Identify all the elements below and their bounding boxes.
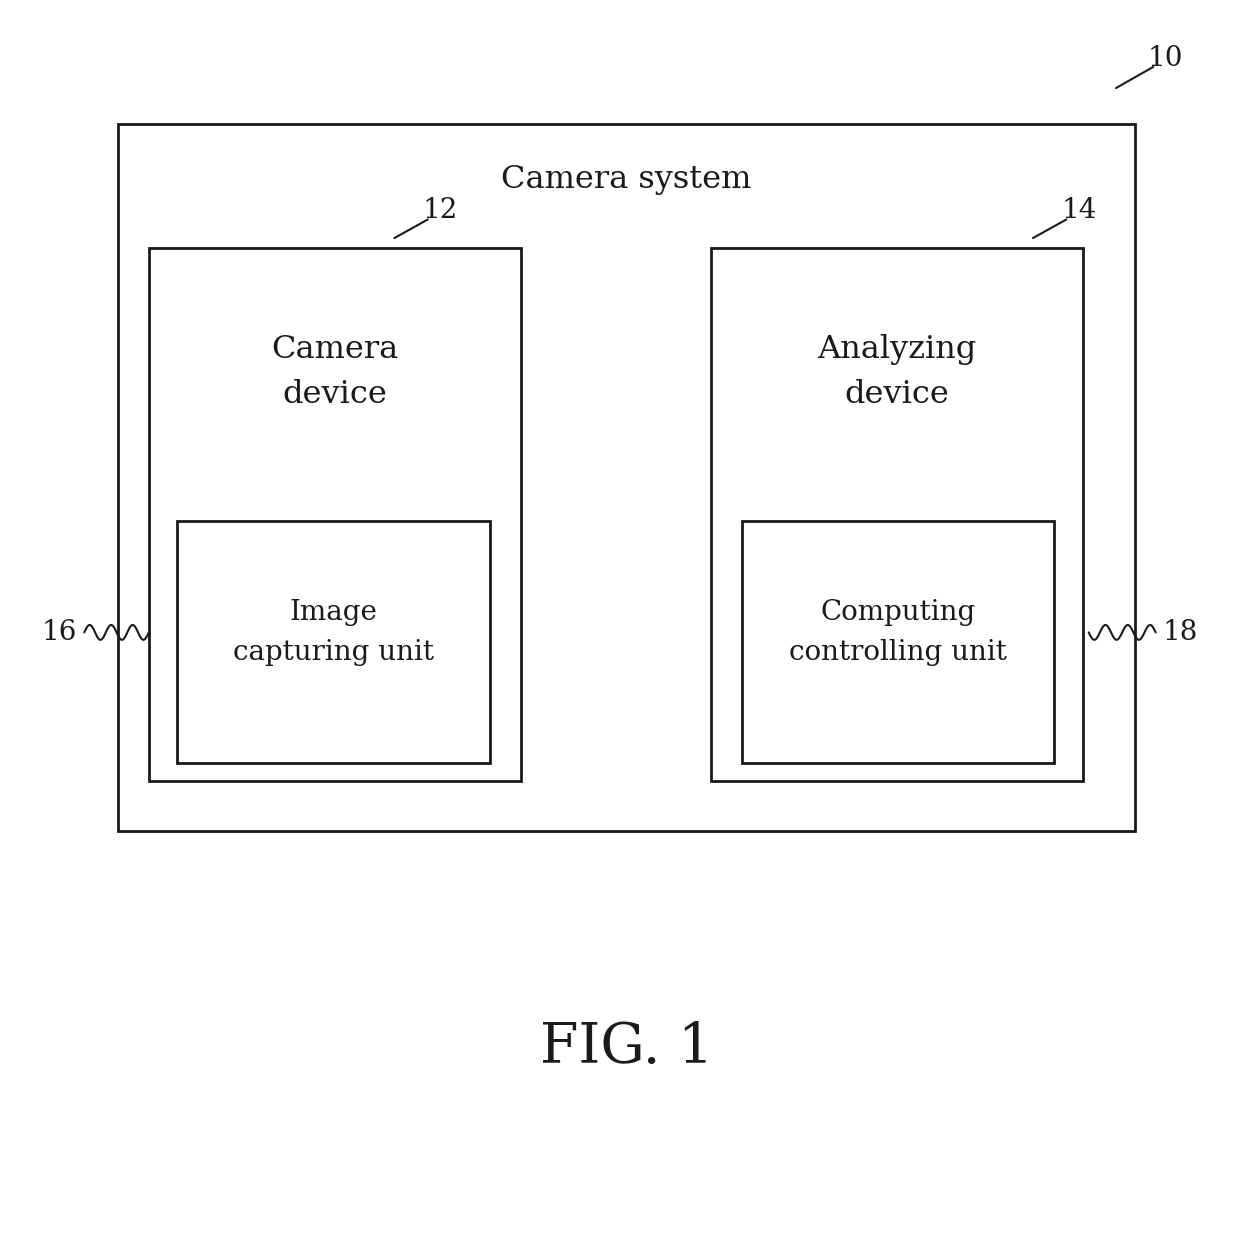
Text: 12: 12 [423,197,458,224]
Text: 18: 18 [1163,619,1198,646]
Text: Camera system: Camera system [501,164,751,195]
Text: Camera
device: Camera device [272,334,398,410]
Text: 14: 14 [1061,197,1096,224]
Bar [742,521,1054,763]
Text: Analyzing
device: Analyzing device [817,334,976,410]
Text: Image
capturing unit: Image capturing unit [233,599,434,666]
Bar [177,521,490,763]
Bar [118,124,1135,831]
Text: 10: 10 [1148,45,1183,72]
Text: Computing
controlling unit: Computing controlling unit [789,599,1007,666]
Bar [149,248,521,781]
Text: 16: 16 [42,619,77,646]
Text: FIG. 1: FIG. 1 [539,1021,713,1075]
Bar [711,248,1083,781]
